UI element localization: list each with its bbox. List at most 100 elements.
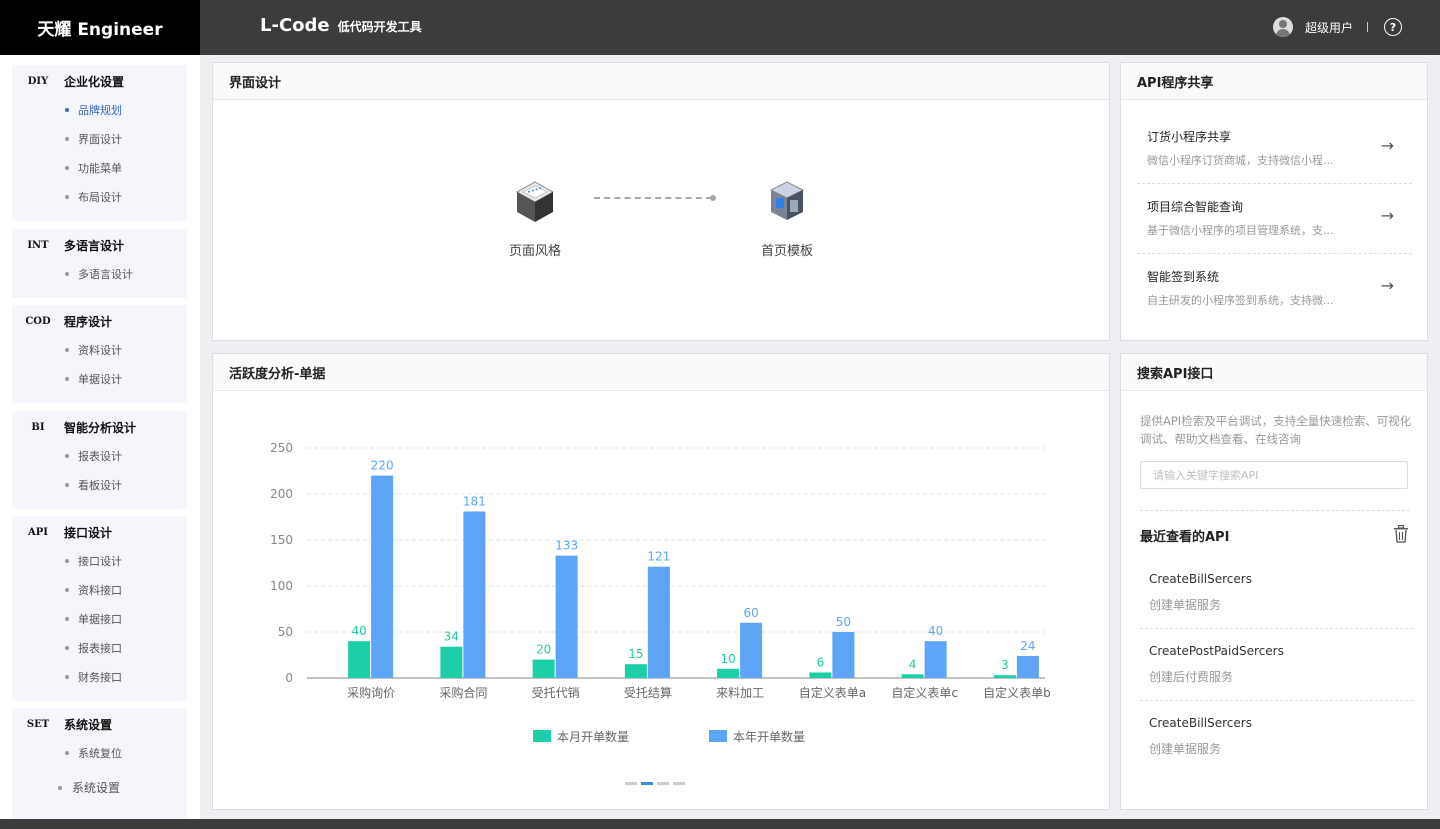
bar-month bbox=[809, 672, 832, 678]
sidebar-item[interactable]: 看板设计 bbox=[12, 470, 187, 499]
y-tick-label: 250 bbox=[270, 441, 293, 455]
trash-icon[interactable] bbox=[1393, 525, 1409, 543]
home-template-node[interactable]: 首页模板 bbox=[747, 178, 827, 259]
search-input[interactable] bbox=[1140, 461, 1408, 489]
bullet-icon bbox=[65, 750, 69, 755]
share-item-desc: 自主研发的小程序签到系统，支持微... bbox=[1147, 294, 1334, 307]
sidebar-item[interactable]: 品牌规划 bbox=[12, 95, 187, 124]
home-template-label: 首页模板 bbox=[760, 244, 813, 259]
data-label: 10 bbox=[720, 652, 735, 666]
sidebar-item[interactable]: 单据设计 bbox=[12, 364, 187, 393]
sidebar-item-label: 功能菜单 bbox=[78, 161, 122, 175]
bar-month bbox=[532, 659, 555, 678]
arrow-right-icon[interactable]: → bbox=[1380, 276, 1394, 295]
arrow-right-icon[interactable]: → bbox=[1380, 136, 1394, 155]
data-label: 6 bbox=[817, 655, 825, 669]
sidebar-item[interactable]: 资料设计 bbox=[12, 335, 187, 364]
sidebar-group: BI 智能分析设计报表设计看板设计 bbox=[12, 411, 187, 509]
sidebar-group-code: SET bbox=[26, 718, 50, 730]
sidebar-group-title: 程序设计 bbox=[64, 314, 113, 329]
legend-swatch bbox=[709, 730, 727, 742]
home-template-icon bbox=[770, 181, 804, 220]
sidebar-group-header[interactable]: COD 程序设计 bbox=[12, 307, 187, 335]
pager-dot[interactable] bbox=[657, 782, 669, 785]
sidebar-item[interactable]: 接口设计 bbox=[12, 546, 187, 575]
recent-api-item[interactable]: CreatePostPaidSercers 创建后付费服务 bbox=[1140, 629, 1413, 701]
data-label: 181 bbox=[463, 494, 486, 508]
y-tick-label: 150 bbox=[270, 533, 293, 547]
sidebar-item[interactable]: 单据接口 bbox=[12, 604, 187, 633]
user-name[interactable]: 超级用户 bbox=[1304, 20, 1353, 35]
page-style-node[interactable]: 页面风格 bbox=[495, 178, 575, 259]
sidebar-group-code: INT bbox=[27, 239, 49, 251]
share-item-title: 智能签到系统 bbox=[1147, 270, 1220, 284]
sidebar-group-header[interactable]: API 接口设计 bbox=[12, 518, 187, 546]
chart-pager bbox=[625, 782, 685, 785]
sidebar-item-label: 多语言设计 bbox=[78, 267, 133, 281]
data-label: 60 bbox=[743, 606, 758, 620]
share-item[interactable]: 项目综合智能查询 基于微信小程序的项目管理系统，支... → bbox=[1137, 184, 1412, 254]
api-desc: 创建单据服务 bbox=[1149, 598, 1222, 612]
avatar[interactable] bbox=[1272, 17, 1293, 37]
sidebar-item-label: 财务接口 bbox=[78, 670, 122, 684]
sidebar-item[interactable]: 报表设计 bbox=[12, 441, 187, 470]
data-label: 40 bbox=[928, 624, 943, 638]
sidebar-item-system-settings[interactable]: 系统设置 bbox=[58, 779, 120, 796]
sidebar-item[interactable]: 功能菜单 bbox=[12, 153, 187, 182]
sidebar-item[interactable]: 资料接口 bbox=[12, 575, 187, 604]
api-name: CreateBillSercers bbox=[1149, 572, 1252, 586]
sidebar-item-label: 看板设计 bbox=[78, 478, 122, 492]
pager-dot[interactable] bbox=[625, 782, 637, 785]
bullet-icon bbox=[65, 107, 69, 112]
panel-title: 活跃度分析-单据 bbox=[213, 354, 1109, 391]
sidebar-group-header[interactable]: DIY 企业化设置 bbox=[12, 67, 187, 95]
sidebar-group-header[interactable]: SET 系统设置 bbox=[12, 710, 187, 738]
arrow-right-icon[interactable]: → bbox=[1380, 206, 1394, 225]
sidebar-group-header[interactable]: BI 智能分析设计 bbox=[12, 413, 187, 441]
sidebar-item[interactable]: 系统复位 bbox=[12, 738, 187, 767]
panel-title: API程序共享 bbox=[1121, 63, 1427, 100]
bullet-icon bbox=[65, 453, 69, 458]
sidebar-item[interactable]: 布局设计 bbox=[12, 182, 187, 211]
recent-api-item[interactable]: CreateBillSercers 创建单据服务 bbox=[1140, 701, 1413, 773]
sidebar-item[interactable]: 财务接口 bbox=[12, 662, 187, 691]
page-style-icon bbox=[515, 181, 555, 222]
x-tick-label: 受托代销 bbox=[532, 686, 580, 700]
bullet-icon bbox=[65, 347, 69, 352]
api-name: CreateBillSercers bbox=[1149, 716, 1252, 730]
bullet-icon bbox=[65, 194, 69, 199]
share-item[interactable]: 订货小程序共享 微信小程序订货商城，支持微信小程... → bbox=[1137, 114, 1412, 184]
sidebar-group-title: 系统设置 bbox=[64, 717, 113, 732]
y-tick-label: 0 bbox=[285, 671, 293, 685]
help-icon[interactable]: ? bbox=[1384, 18, 1402, 36]
bar-year bbox=[1016, 655, 1039, 678]
data-label: 4 bbox=[909, 657, 917, 671]
sidebar-item-label: 系统设置 bbox=[72, 781, 121, 795]
share-item-desc: 基于微信小程序的项目管理系统，支... bbox=[1147, 224, 1334, 237]
data-label: 220 bbox=[371, 459, 394, 473]
sidebar-item-label: 品牌规划 bbox=[78, 103, 122, 117]
bullet-icon bbox=[65, 674, 69, 679]
sidebar-group: INT 多语言设计多语言设计 bbox=[12, 229, 187, 298]
sidebar-item-label: 报表设计 bbox=[78, 449, 122, 463]
recent-api-item[interactable]: CreateBillSercers 创建单据服务 bbox=[1140, 557, 1413, 629]
brand-logo[interactable]: 天耀 Engineer bbox=[0, 0, 200, 55]
x-tick-label: 自定义表单a bbox=[799, 685, 866, 700]
sidebar-item-label: 单据设计 bbox=[78, 372, 122, 386]
pager-dot[interactable] bbox=[673, 782, 685, 785]
api-desc: 创建单据服务 bbox=[1149, 742, 1222, 756]
bar-year bbox=[555, 555, 578, 678]
y-tick-label: 200 bbox=[270, 487, 293, 501]
sidebar-item[interactable]: 报表接口 bbox=[12, 633, 187, 662]
share-item[interactable]: 智能签到系统 自主研发的小程序签到系统，支持微... → bbox=[1137, 254, 1412, 324]
sidebar-item[interactable]: 多语言设计 bbox=[12, 259, 187, 288]
sidebar-group-header[interactable]: INT 多语言设计 bbox=[12, 231, 187, 259]
bar-month bbox=[993, 675, 1016, 678]
sidebar-item[interactable]: 界面设计 bbox=[12, 124, 187, 153]
bar-month bbox=[901, 674, 924, 678]
bullet-icon bbox=[65, 376, 69, 381]
sidebar-group-code: BI bbox=[31, 421, 45, 433]
bullet-icon bbox=[65, 482, 69, 487]
bullet-icon bbox=[65, 558, 69, 563]
pager-dot-active[interactable] bbox=[641, 782, 653, 785]
